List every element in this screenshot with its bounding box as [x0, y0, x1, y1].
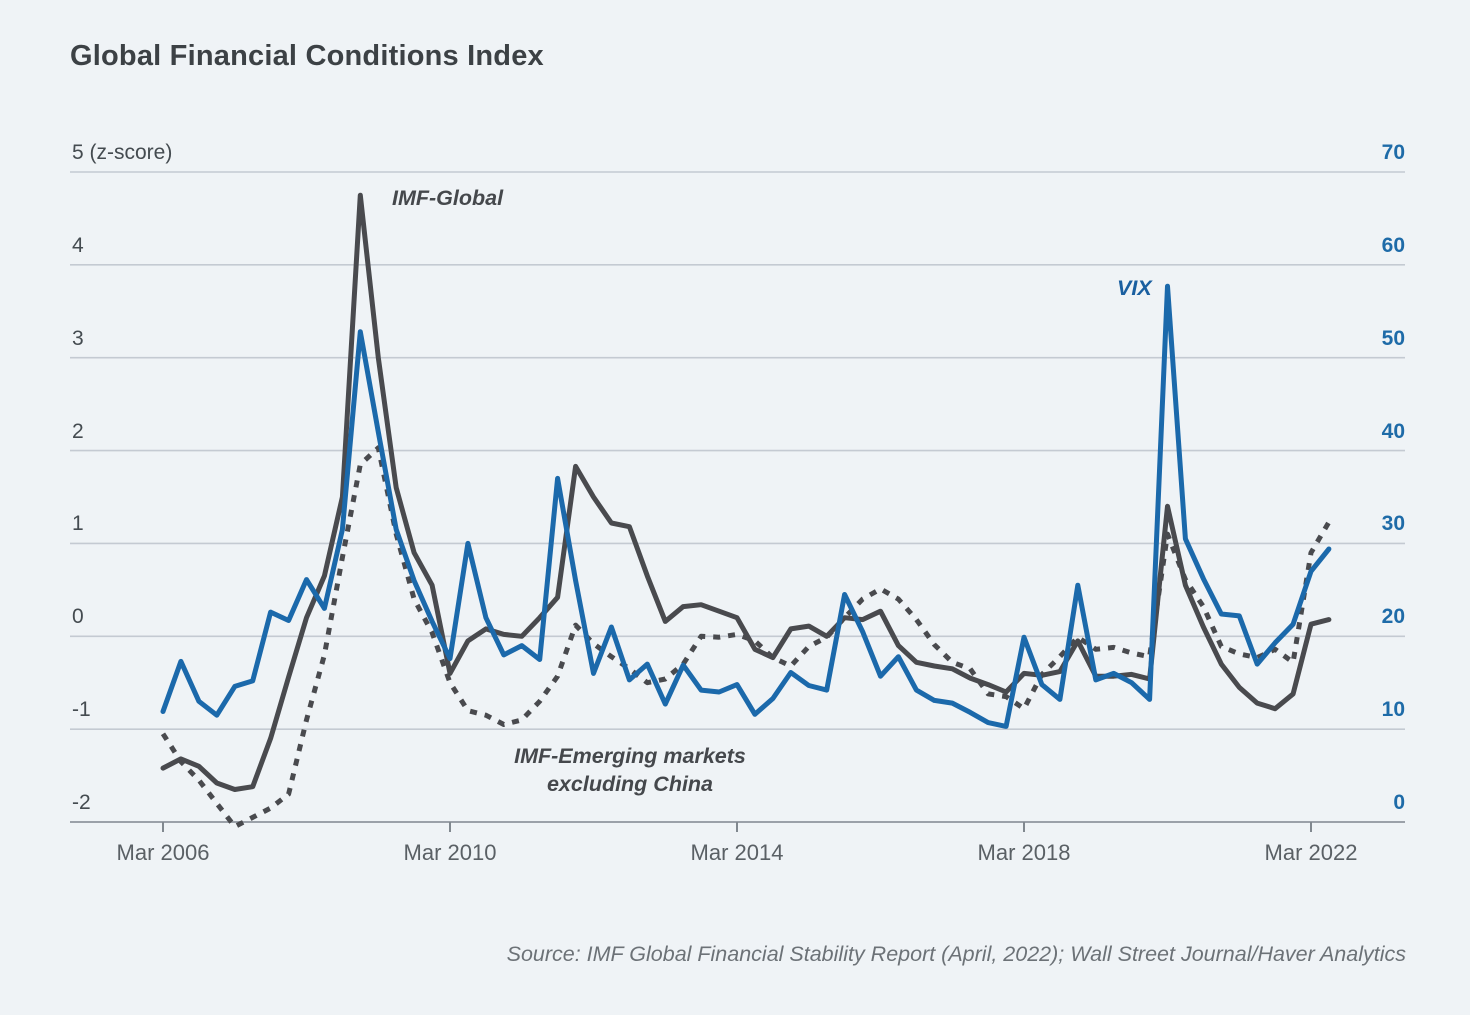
y-axis-tick-label-right: 10 [1381, 698, 1405, 722]
x-axis-tick-label: Mar 2018 [977, 840, 1071, 865]
y-axis-tick-label-left: 0 [72, 605, 84, 629]
y-axis-tick-label-left: 4 [72, 233, 84, 257]
x-axis-tick-label: Mar 2010 [403, 840, 497, 865]
y-axis-tick-label-left: -2 [72, 791, 91, 814]
y-axis-tick-label-left: -1 [72, 698, 91, 722]
x-axis-tick-label: Mar 2006 [116, 840, 210, 865]
y-axis-tick-label-right: 0 [1393, 791, 1405, 814]
x-axis-tick-label: Mar 2022 [1264, 840, 1358, 865]
y-axis-tick-label-left: 2 [72, 419, 84, 443]
x-axis-tick-label: Mar 2014 [690, 840, 784, 865]
series-label-vix: VIX [1117, 276, 1152, 300]
y-axis-tick-label-left: 1 [72, 512, 84, 536]
series-label-imf-emerging-markets-line2: excluding China [546, 772, 714, 796]
series-label-imf-global: IMF-Global [392, 186, 504, 210]
y-axis-tick-label-right: 30 [1381, 512, 1405, 536]
y-axis-tick-label-right: 70 [1381, 141, 1405, 164]
source-note: Source: IMF Global Financial Stability R… [506, 942, 1406, 966]
y-axis-tick-label-right: 50 [1381, 326, 1405, 350]
series-line-imf-global [160, 192, 1332, 792]
y-axis-tick-label-right: 40 [1381, 419, 1405, 443]
series-label-imf-emerging-markets-line1: IMF-Emerging markets [514, 744, 746, 768]
series-label-imf-emerging-markets: IMF-Emerging markets excluding China [455, 742, 805, 798]
y-axis-tick-label-right: 20 [1381, 605, 1405, 629]
series-line-vix [160, 283, 1332, 729]
y-axis-tick-label-left: 5 (z-score) [72, 141, 173, 164]
y-axis-tick-label-right: 60 [1381, 233, 1405, 257]
chart-title: Global Financial Conditions Index [70, 40, 544, 72]
y-axis-tick-label-left: 3 [72, 326, 84, 350]
